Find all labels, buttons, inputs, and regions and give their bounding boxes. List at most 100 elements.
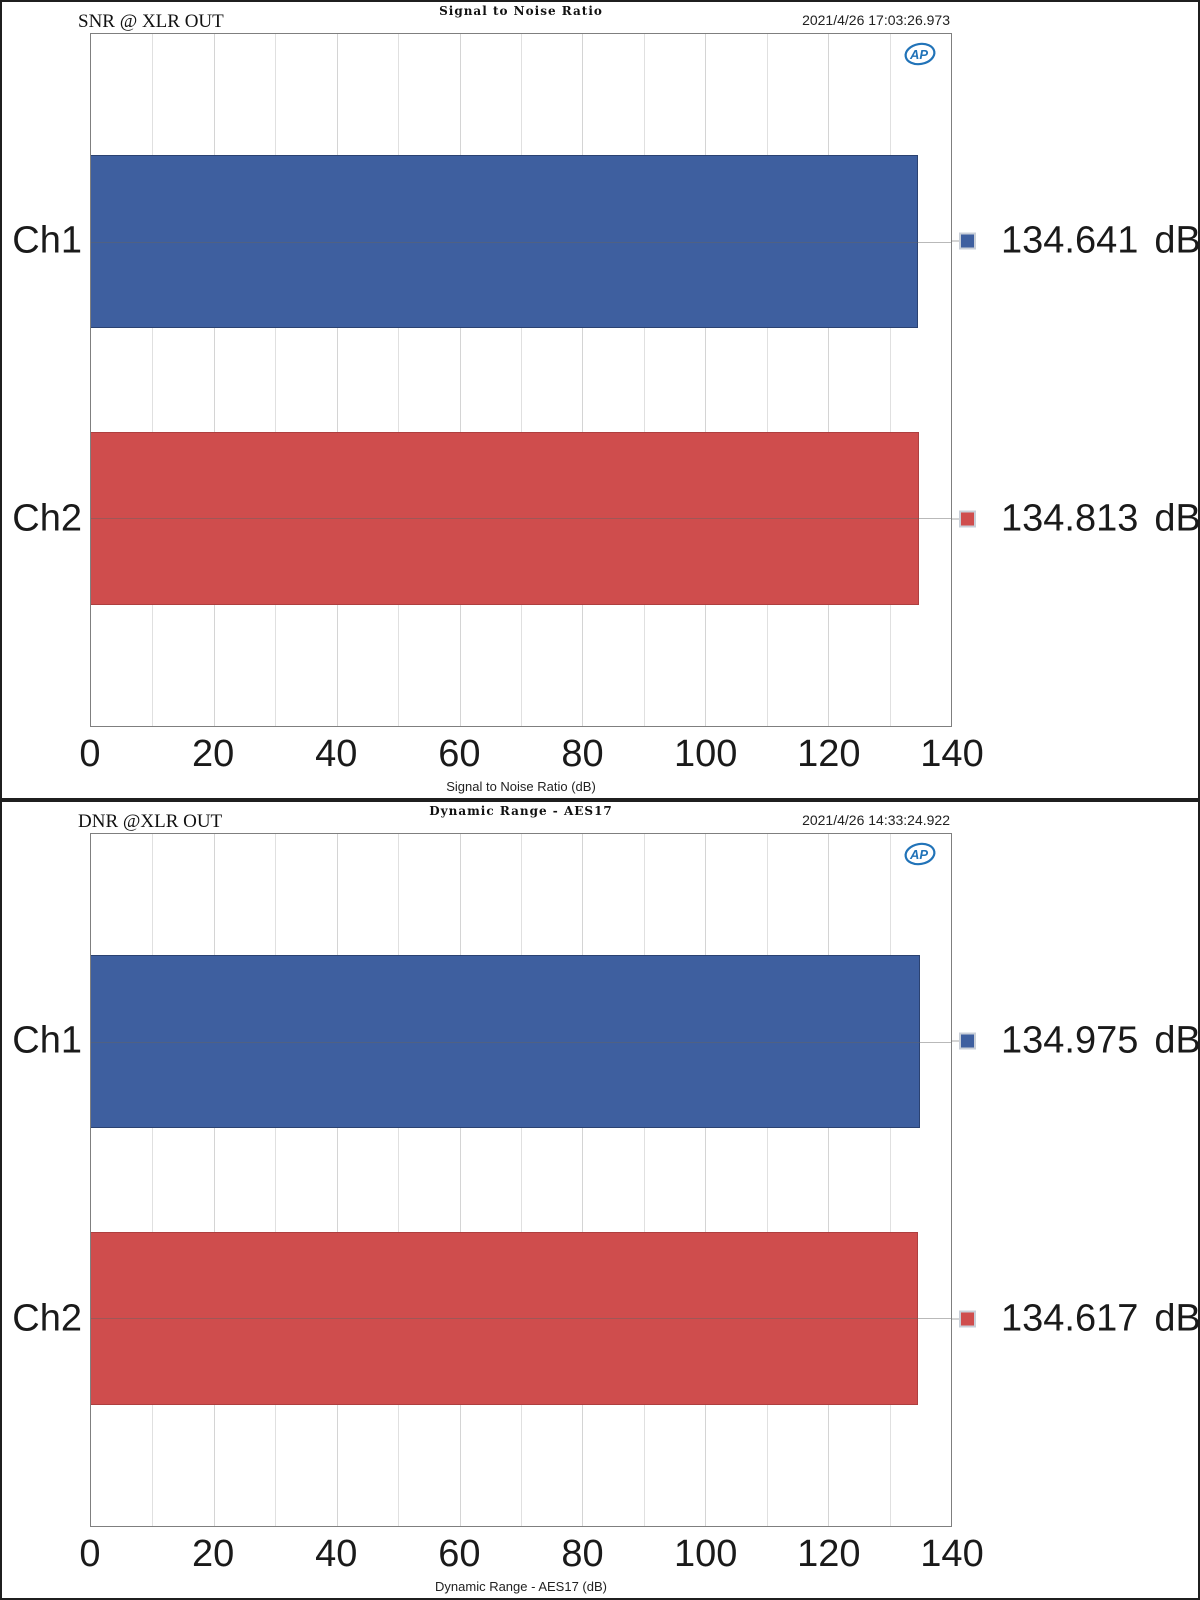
legend-marker (959, 232, 976, 250)
bar-ch1 (91, 955, 921, 1129)
value-number: 134.617 (1001, 1297, 1139, 1340)
legend-connector-line (952, 518, 959, 520)
legend-marker (959, 1310, 976, 1328)
x-tick-label: 0 (79, 1533, 101, 1575)
value-number: 134.641 (1001, 219, 1139, 262)
timestamp: 2021/4/26 14:33:24.922 (802, 812, 950, 828)
legend-row-ch1: 134.975 dB (952, 1020, 1200, 1063)
x-tick-label: 80 (561, 1533, 604, 1575)
legend-marker (959, 510, 976, 528)
bar-ch2 (91, 1231, 918, 1405)
value-label: 134.641 dB (1001, 220, 1200, 263)
value-unit: dB (1154, 1297, 1200, 1340)
audio-precision-logo-icon: AP (903, 841, 937, 867)
device-label: DNR @XLR OUT (78, 811, 223, 832)
value-number: 134.975 (1001, 1019, 1139, 1062)
chart-title: Signal to Noise Ratio (439, 4, 603, 18)
category-label: Ch2 (12, 497, 82, 540)
gridline (705, 34, 707, 726)
gridline (152, 834, 154, 1526)
x-tick-label: 80 (561, 733, 604, 775)
audio-precision-logo-icon: AP (903, 41, 937, 67)
svg-text:AP: AP (909, 847, 928, 862)
x-tick-label: 0 (79, 733, 101, 775)
legend: 134.975 dB 134.617 dB (952, 833, 1200, 1527)
x-tick-label: 60 (438, 1533, 481, 1575)
gridline (889, 834, 891, 1526)
x-tick-label: 20 (192, 1533, 235, 1575)
legend-row-ch1: 134.641 dB (952, 220, 1200, 263)
gridline (521, 34, 522, 726)
category-gridline (91, 1041, 951, 1043)
value-unit: dB (1154, 219, 1200, 262)
x-tick-label: 120 (797, 1533, 861, 1575)
gridline (336, 834, 338, 1526)
gridline (889, 34, 891, 726)
category-label: Ch2 (12, 1297, 82, 1340)
gridline (459, 834, 461, 1526)
legend-connector-line (952, 240, 959, 242)
device-label: SNR @ XLR OUT (78, 11, 224, 32)
x-axis-title: Dynamic Range - AES17 (dB) (435, 1579, 607, 1594)
value-unit: dB (1154, 1019, 1200, 1062)
x-axis-title: Signal to Noise Ratio (dB) (446, 779, 596, 794)
legend-connector-line (952, 1040, 959, 1042)
gridline (213, 34, 215, 726)
timestamp: 2021/4/26 17:03:26.973 (802, 12, 950, 28)
value-label: 134.617 dB (1001, 1297, 1200, 1340)
value-unit: dB (1154, 497, 1200, 540)
category-gridline (91, 1318, 951, 1320)
chart-panel-dnr: Dynamic Range - AES17 DNR @XLR OUT 2021/… (0, 800, 1200, 1600)
x-tick-label: 120 (797, 733, 861, 775)
gridline (582, 834, 584, 1526)
category-axis: Ch1 Ch2 (2, 33, 82, 727)
gridline (705, 834, 707, 1526)
x-tick-label: 40 (315, 1533, 358, 1575)
svg-text:AP: AP (909, 47, 928, 62)
x-tick-label: 40 (315, 733, 358, 775)
category-gridline (91, 518, 951, 520)
category-label: Ch1 (12, 1019, 82, 1062)
x-tick-label: 140 (920, 1533, 984, 1575)
gridline (275, 834, 277, 1526)
value-number: 134.813 (1001, 497, 1139, 540)
category-axis: Ch1 Ch2 (2, 833, 82, 1527)
bar-ch2 (91, 431, 920, 605)
gridline (643, 834, 645, 1526)
bar-ch1 (91, 155, 919, 329)
plot-area: AP (90, 833, 952, 1527)
gridline (828, 834, 830, 1526)
gridline (582, 34, 584, 726)
chart-panel-snr: Signal to Noise Ratio SNR @ XLR OUT 2021… (0, 0, 1200, 800)
category-label: Ch1 (12, 219, 82, 262)
gridline (766, 34, 768, 726)
x-axis-ticks: 0 20 40 60 80 100 120 140 (79, 732, 983, 776)
legend-marker (959, 1032, 976, 1050)
x-tick-label: 20 (192, 733, 235, 775)
gridline (213, 834, 215, 1526)
x-tick-label: 100 (674, 733, 738, 775)
x-tick-label: 140 (920, 733, 984, 775)
gridline (521, 834, 522, 1526)
gridline (828, 34, 830, 726)
x-tick-label: 100 (674, 1533, 738, 1575)
gridline (152, 34, 154, 726)
gridline (459, 34, 461, 726)
legend-row-ch2: 134.617 dB (952, 1297, 1200, 1340)
gridline (398, 834, 400, 1526)
plot-area: AP (90, 33, 952, 727)
legend-row-ch2: 134.813 dB (952, 497, 1200, 540)
value-label: 134.813 dB (1001, 497, 1200, 540)
x-tick-label: 60 (438, 733, 481, 775)
category-gridline (91, 241, 951, 243)
legend: 134.641 dB 134.813 dB (952, 33, 1200, 727)
legend-connector-line (952, 1318, 959, 1320)
gridline (275, 34, 277, 726)
gridline (398, 34, 400, 726)
gridline (643, 34, 645, 726)
chart-title: Dynamic Range - AES17 (429, 804, 613, 818)
gridline (336, 34, 338, 726)
x-axis-ticks: 0 20 40 60 80 100 120 140 (79, 1532, 983, 1576)
value-label: 134.975 dB (1001, 1020, 1200, 1063)
